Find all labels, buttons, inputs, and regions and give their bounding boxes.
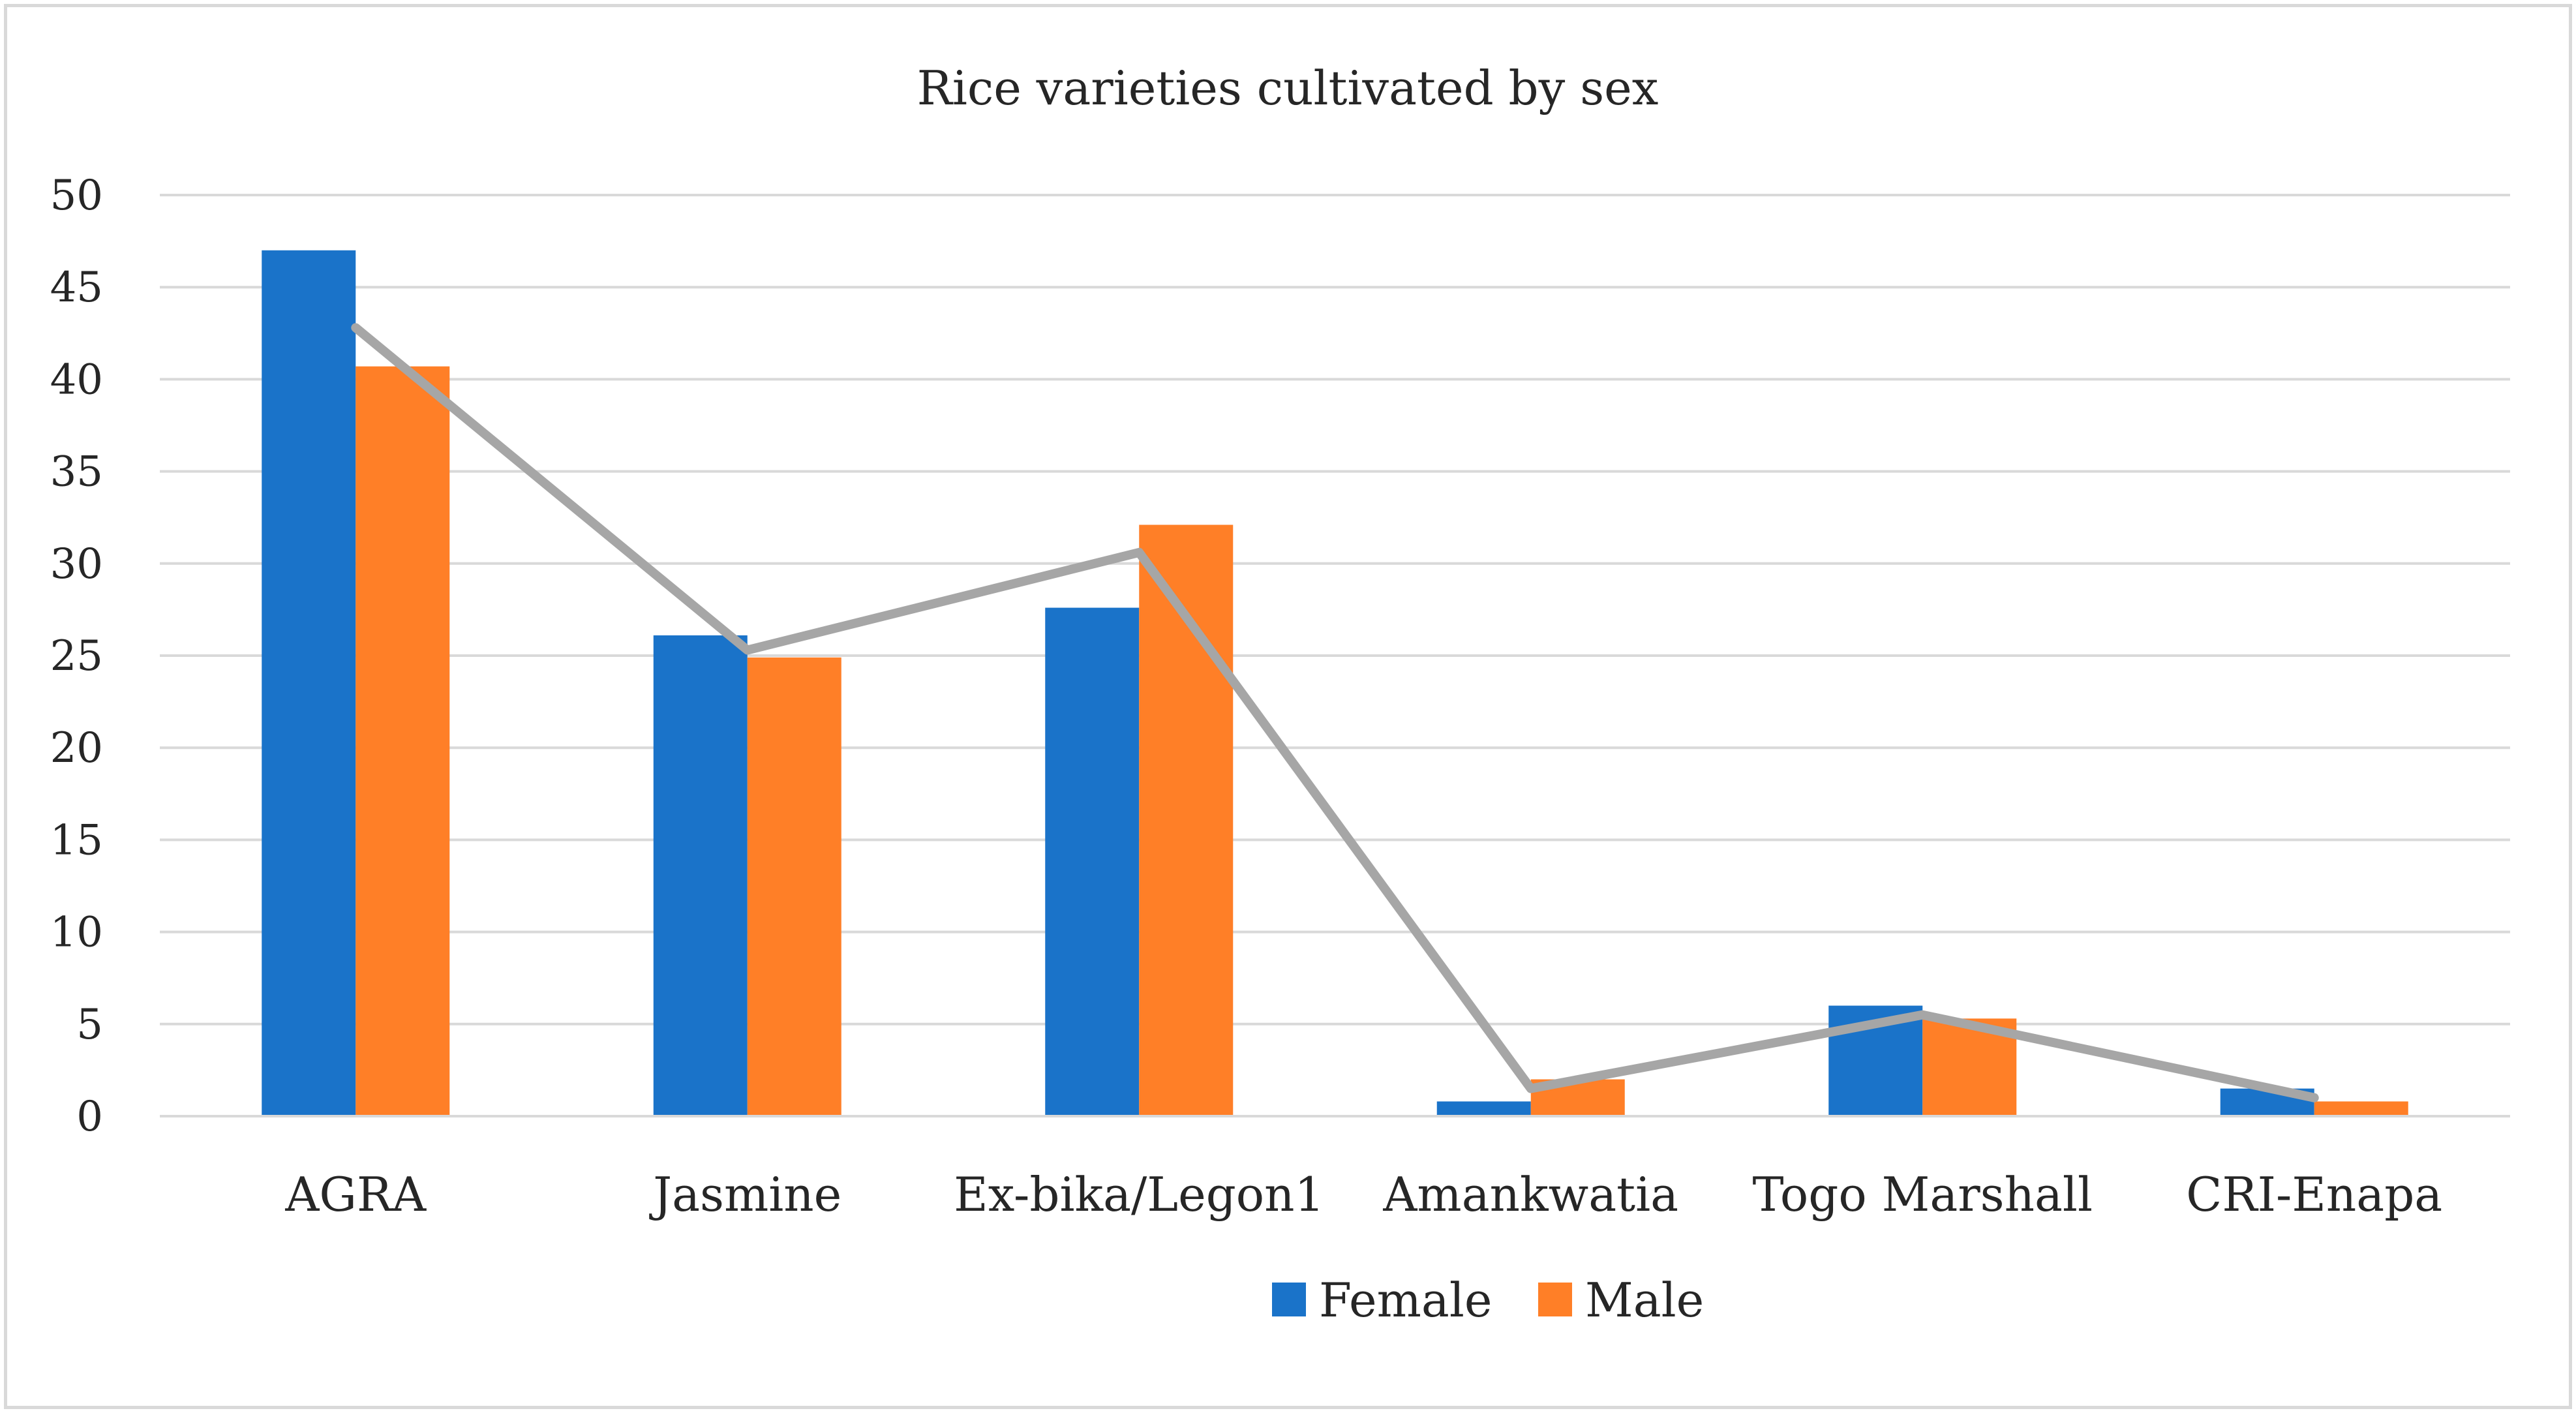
y-tick-label: 0 [76, 1093, 103, 1141]
y-tick-label: 40 [50, 356, 103, 404]
y-tick-label: 15 [50, 816, 103, 864]
y-tick-label: 35 [50, 448, 103, 496]
x-tick-label: AGRA [284, 1167, 427, 1222]
x-axis-ticks: AGRA Jasmine Ex-bika/Legon1 Amankwatia Togo … [284, 1167, 2442, 1222]
bar-female-1 [653, 635, 748, 1116]
y-tick-label: 5 [76, 1001, 103, 1049]
y-tick-label: 45 [50, 264, 103, 312]
legend-swatch-female [1272, 1283, 1306, 1316]
bar-male-5 [2314, 1101, 2408, 1116]
average-line [351, 323, 2319, 1102]
bar-male-1 [747, 657, 841, 1116]
series-line-average [351, 323, 2319, 1102]
bars [160, 250, 2510, 1117]
legend-swatch-male [1538, 1283, 1572, 1316]
gridlines [160, 194, 2510, 1117]
y-axis-ticks: 0 5 10 15 20 25 30 35 40 45 50 [50, 172, 103, 1141]
bar-male-0 [356, 366, 450, 1116]
y-tick-label: 30 [50, 540, 103, 588]
legend-label-male: Male [1585, 1273, 1704, 1328]
x-tick-label: Ex-bika/Legon1 [954, 1167, 1324, 1222]
bar-female-3 [1436, 1101, 1531, 1116]
bar-female-2 [1045, 607, 1140, 1116]
legend-label-female: Female [1319, 1273, 1492, 1328]
x-tick-label: Amankwatia [1382, 1167, 1678, 1222]
x-tick-label: Togo Marshall [1753, 1167, 2093, 1222]
x-tick-label: CRI-Enapa [2186, 1167, 2442, 1222]
bar-female-0 [262, 250, 356, 1117]
y-tick-label: 50 [50, 172, 103, 220]
chart-title: Rice varieties cultivated by sex [917, 61, 1659, 115]
x-tick-label: Jasmine [648, 1167, 841, 1222]
y-tick-label: 10 [50, 909, 103, 957]
legend: Female Male [1272, 1273, 1704, 1328]
y-tick-label: 25 [50, 632, 103, 680]
y-tick-label: 20 [50, 724, 103, 772]
